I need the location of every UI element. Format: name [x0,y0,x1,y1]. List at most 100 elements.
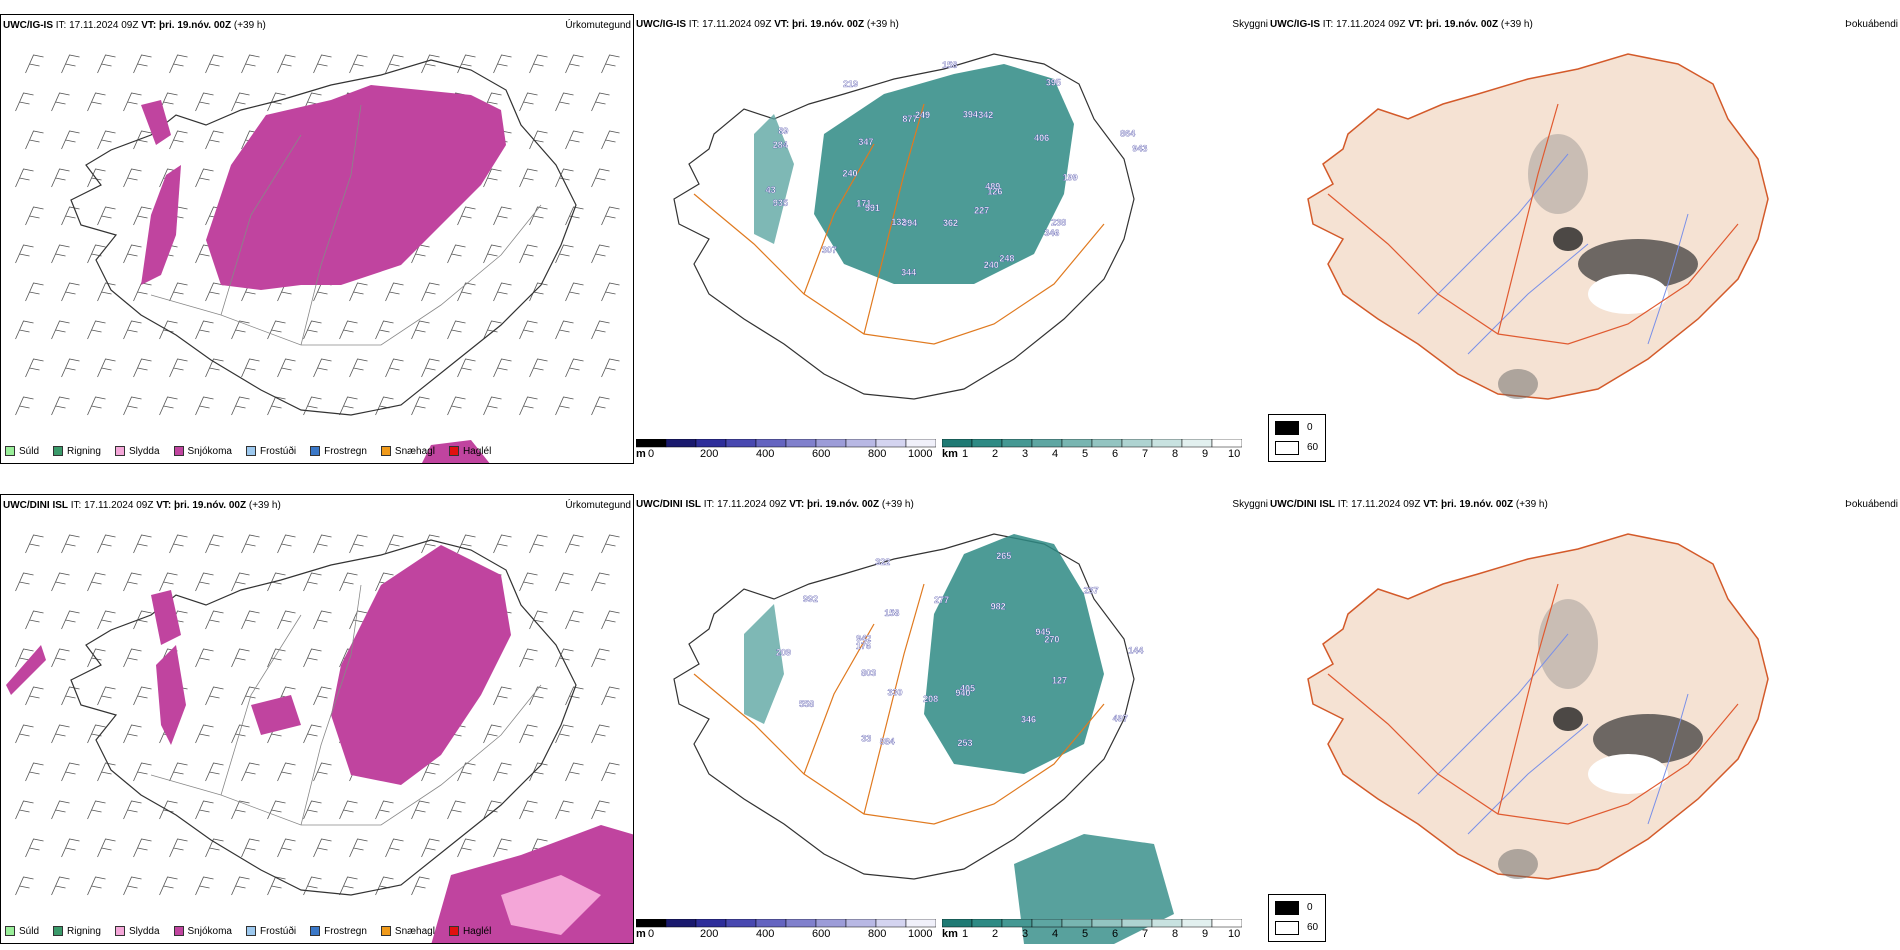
wind-barb [565,610,584,630]
wind-barb [97,282,116,302]
colorbar-swatch [845,919,877,928]
wind-barb [591,168,610,188]
wind-barb [123,244,142,264]
cloud-height-label: 342 [978,110,993,120]
wind-barb [529,534,548,554]
wind-barb [277,358,296,378]
colorbar-swatch [1211,439,1242,448]
height-unit: m [636,448,646,460]
wind-barb [591,648,610,668]
cloud-height-label: 346 [1021,714,1036,724]
wind-barb [555,244,574,264]
wind-barb [231,396,250,416]
wind-barb [591,244,610,264]
wind-barb [303,648,322,668]
wind-barb [303,800,322,820]
fog-map-bottom [1307,533,1769,880]
wind-barb [493,358,512,378]
wind-barb [591,92,610,112]
fog-patch [1553,227,1583,251]
wind-barb [159,876,178,896]
wind-barb [123,396,142,416]
colorbar-swatch [1031,439,1063,448]
cloud-height-label: 127 [1052,675,1067,685]
wind-barb [385,534,404,554]
wind-barb [519,92,538,112]
wind-barb [375,396,394,416]
wind-barb [375,800,394,820]
fog-header-bottom: UWC/DINI ISL IT: 17.11.2024 09Z VT: þri.… [1270,499,1898,510]
colorbar-swatch [665,919,697,928]
snow-area [156,645,186,745]
cloud-height-label: 33 [861,734,871,744]
roads [1327,103,1739,345]
cloud-height-label: 395 [1046,78,1061,88]
cloud-height-label: 265 [996,551,1011,561]
wind-barb [25,534,44,554]
wind-barb [97,838,116,858]
wind-barb [15,876,34,896]
colorbar-swatch [1001,919,1033,928]
wind-barb [169,358,188,378]
roads [150,584,542,826]
cloud-height-label: 208 [923,694,938,704]
wind-barb [565,282,584,302]
colorbar-swatch [875,919,907,928]
cloud-height-label: 884 [880,737,895,747]
wind-barb [15,724,34,744]
legend-item: Haglél [448,446,491,457]
wind-barb [97,610,116,630]
cloud-height-label: 935 [773,198,788,208]
fog-swatch-high [1275,441,1299,455]
cloud-height-label: 132 [891,217,906,227]
wind-barb [519,800,538,820]
colorbar-swatch [905,439,936,448]
wind-barb [349,282,368,302]
wind-barb [529,610,548,630]
wind-barb [493,534,512,554]
wind-barb [277,534,296,554]
wind-barb [493,762,512,782]
cloud-panel-top: UWC/IG-IS IT: 17.11.2024 09Z VT: þri. 19… [634,14,1270,464]
snow-area [251,695,301,735]
wind-barb [313,534,332,554]
wind-barb [385,838,404,858]
wind-barb [159,800,178,820]
colorbar-swatch [815,919,847,928]
fog-patch [1498,849,1538,879]
wind-barb [529,762,548,782]
fog-panel-bottom: UWC/DINI ISL IT: 17.11.2024 09Z VT: þri.… [1268,494,1900,894]
wind-barb [97,54,116,74]
height-colorbar-bottom: m 0 200 400 600 800 1000 [636,919,936,940]
model-name: UWC/DINI ISL [3,500,68,511]
wind-barb [15,320,34,340]
cloud-height-label: 346 [1044,228,1059,238]
cloud-height-label: 322 [875,557,890,567]
roads [693,583,1105,825]
wind-barb [205,358,224,378]
wind-barb [241,838,260,858]
wind-barb [51,876,70,896]
wind-barb [123,320,142,340]
colorbar-swatch [1091,439,1123,448]
wind-barb [601,282,620,302]
wind-barb [61,282,80,302]
wind-barb [205,54,224,74]
wind-barb [123,92,142,112]
wind-barb [385,54,404,74]
cloud-height-label: 942 [856,634,871,644]
snow-area [431,825,633,943]
legend-item: Slydda [114,446,160,457]
colorbar-swatch [725,439,757,448]
wind-barb [15,244,34,264]
panel-title: Þokuábendi [1845,499,1898,510]
wind-barb [565,762,584,782]
vt-value: þri. 19.nóv. 00Z [159,20,232,31]
precip-header-top: UWC/IG-IS IT: 17.11.2024 09Z VT: þri. 19… [3,19,631,33]
wind-barb [15,396,34,416]
wind-barb [339,572,358,592]
wind-barb [313,686,332,706]
wind-barb [519,320,538,340]
wind-barb [601,610,620,630]
wind-barb [97,762,116,782]
